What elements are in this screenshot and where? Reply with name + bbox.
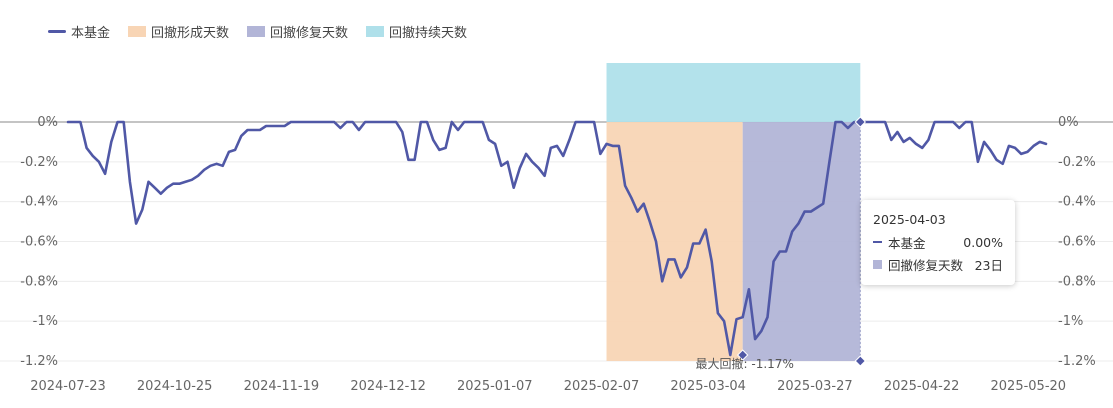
- x-tick-label: 2024-07-23: [30, 379, 106, 394]
- legend-item-drawdown-duration[interactable]: 回撤持续天数: [366, 22, 467, 41]
- recovery-bottom-marker: [854, 355, 867, 367]
- tooltip-fund-name: 本基金: [888, 235, 926, 251]
- legend-duration-label: 回撤持续天数: [389, 25, 468, 41]
- legend-formation-label: 回撤形成天数: [151, 25, 230, 41]
- tooltip-repair-name: 回撤修复天数: [888, 257, 964, 273]
- y-tick-label-left: -0.4%: [20, 195, 58, 210]
- x-tick-label: 2025-05-20: [991, 379, 1067, 394]
- x-tick-label: 2024-10-25: [137, 379, 213, 394]
- tooltip-repair-value: 23日: [974, 257, 1003, 273]
- recovery-top-marker: [854, 116, 867, 128]
- shaded-bands: [606, 63, 861, 361]
- tooltip-repair-box-icon: [873, 259, 882, 269]
- tooltip-row-repair: 回撤修复天数 23日: [873, 255, 1003, 273]
- legend-item-fund[interactable]: 本基金: [48, 22, 110, 41]
- y-tick-label-right: -1%: [1058, 314, 1083, 329]
- axes: 0% 0% -0.2% -0.2% -0.4% -0.4% -0.6% -0.6% -0.8% -…: [20, 115, 1095, 394]
- y-tick-label-left: 0%: [37, 115, 58, 130]
- y-tick-label-left: -1.2%: [20, 354, 58, 369]
- y-tick-label-left: -1%: [33, 314, 58, 329]
- legend-fund-label: 本基金: [71, 25, 111, 41]
- y-tick-label-right: -0.8%: [1058, 274, 1096, 289]
- tooltip: 2025-04-03 本基金 0.00% 回撤修复天数 23日: [861, 200, 1015, 285]
- y-tick-label-right: -1.2%: [1058, 354, 1096, 369]
- y-tick-label-right: -0.4%: [1058, 195, 1096, 210]
- series-line-fund: [66, 120, 1048, 357]
- legend-item-drawdown-formation[interactable]: 回撤形成天数: [128, 22, 229, 41]
- x-tick-label: 2024-12-12: [350, 379, 426, 394]
- x-tick-label: 2024-11-19: [244, 379, 320, 394]
- y-tick-label-left: -0.6%: [20, 235, 58, 250]
- tooltip-fund-line-icon: [873, 241, 882, 243]
- x-tick-label: 2025-02-07: [564, 379, 640, 394]
- y-tick-label-left: -0.8%: [20, 274, 58, 289]
- x-tick-label: 2025-03-27: [777, 379, 853, 394]
- legend-repair-label: 回撤修复天数: [270, 25, 349, 41]
- shaded-band: [606, 122, 743, 361]
- legend-item-drawdown-repair[interactable]: 回撤修复天数: [247, 22, 348, 41]
- legend-fund-line-icon: [48, 29, 66, 33]
- series-line-layer: [66, 120, 1048, 357]
- max-drawdown-marker: [736, 349, 749, 361]
- legend: 本基金 回撤形成天数 回撤修复天数 回撤持续天数: [48, 20, 485, 42]
- x-tick-label: 2025-01-07: [457, 379, 533, 394]
- tooltip-fund-value: 0.00%: [963, 234, 1003, 250]
- y-tick-label-right: -0.6%: [1058, 235, 1096, 250]
- tooltip-date: 2025-04-03: [873, 212, 946, 227]
- legend-formation-swatch-icon: [128, 25, 147, 37]
- legend-duration-swatch-icon: [366, 25, 385, 37]
- markers: 最大回撤: -1.17%: [696, 116, 867, 371]
- shaded-band: [606, 63, 861, 122]
- max-drawdown-label: 最大回撤: -1.17%: [696, 356, 794, 371]
- y-tick-label-right: -0.2%: [1058, 155, 1096, 170]
- grid-lines: [0, 121, 1113, 362]
- x-tick-label: 2025-04-22: [884, 379, 960, 394]
- tooltip-row-fund: 本基金 0.00%: [873, 233, 1003, 251]
- x-tick-label: 2025-03-04: [670, 379, 746, 394]
- shaded-band: [742, 122, 861, 361]
- y-tick-label-left: -0.2%: [20, 155, 58, 170]
- y-tick-label-right: 0%: [1058, 115, 1079, 130]
- legend-repair-swatch-icon: [247, 25, 266, 37]
